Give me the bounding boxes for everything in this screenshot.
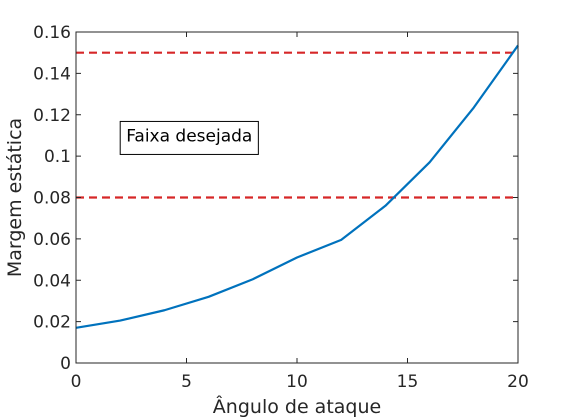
y-tick-label: 0.08 <box>33 189 71 209</box>
x-tick-label: 15 <box>397 372 419 392</box>
x-axis-label: Ângulo de ataque <box>213 395 381 418</box>
x-tick-label: 0 <box>71 372 82 392</box>
y-tick-label: 0.04 <box>33 271 71 291</box>
y-axis-label: Margem estática <box>4 118 26 277</box>
y-tick-label: 0.14 <box>33 64 71 84</box>
annotation-text: Faixa desejada <box>126 126 252 146</box>
y-axis-ticks: 0 0.02 0.04 0.06 0.08 0.1 0.12 0.14 0.16 <box>33 23 518 374</box>
y-tick-label: 0.16 <box>33 23 71 43</box>
annotation-layer: Faixa desejada <box>119 120 259 155</box>
y-tick-label: 0.1 <box>44 147 71 167</box>
y-tick-label: 0 <box>60 354 71 374</box>
y-tick-label: 0.12 <box>33 106 71 126</box>
x-tick-label: 10 <box>286 372 308 392</box>
series-line-0 <box>75 44 519 329</box>
x-tick-label: 20 <box>507 372 529 392</box>
series-layer <box>75 44 519 329</box>
x-tick-label: 5 <box>181 372 192 392</box>
y-tick-label: 0.02 <box>33 313 71 333</box>
annotation-box-0: Faixa desejada <box>119 120 259 155</box>
x-axis-ticks: 0 5 10 15 20 <box>71 32 529 392</box>
annotation-frame <box>119 120 259 155</box>
y-tick-label: 0.06 <box>33 230 71 250</box>
reference-lines <box>76 51 518 199</box>
